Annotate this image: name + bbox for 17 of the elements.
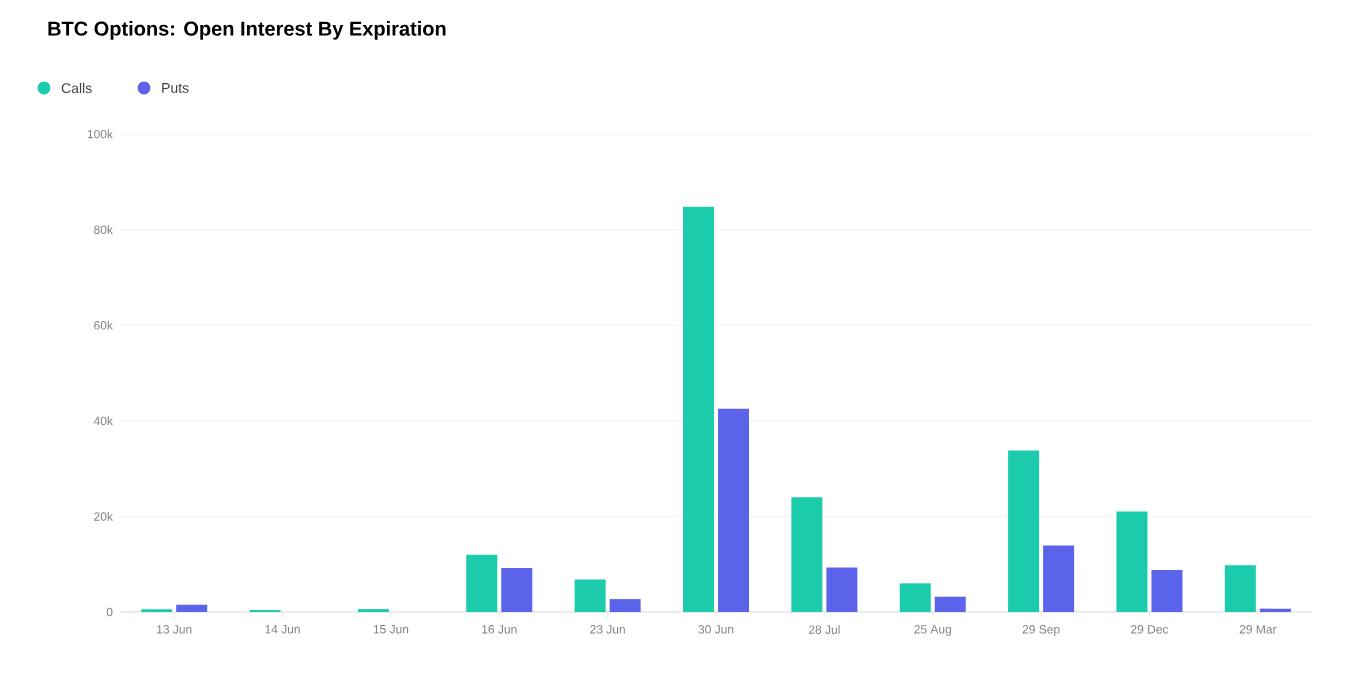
bar	[1008, 450, 1040, 612]
bar	[609, 599, 641, 612]
bar	[1151, 569, 1183, 612]
bar	[1224, 565, 1256, 612]
bar	[899, 583, 931, 612]
chart-title: BTC Options: Open Interest By Expiration	[48, 21, 446, 40]
bar	[934, 596, 966, 612]
bar	[683, 206, 715, 612]
bar	[501, 568, 533, 612]
bar	[718, 408, 750, 612]
bar	[1043, 545, 1075, 612]
bar	[176, 604, 208, 612]
bar	[466, 554, 498, 612]
bar	[791, 497, 823, 612]
bar	[574, 579, 606, 612]
bar	[826, 567, 858, 612]
bar	[1116, 511, 1148, 612]
